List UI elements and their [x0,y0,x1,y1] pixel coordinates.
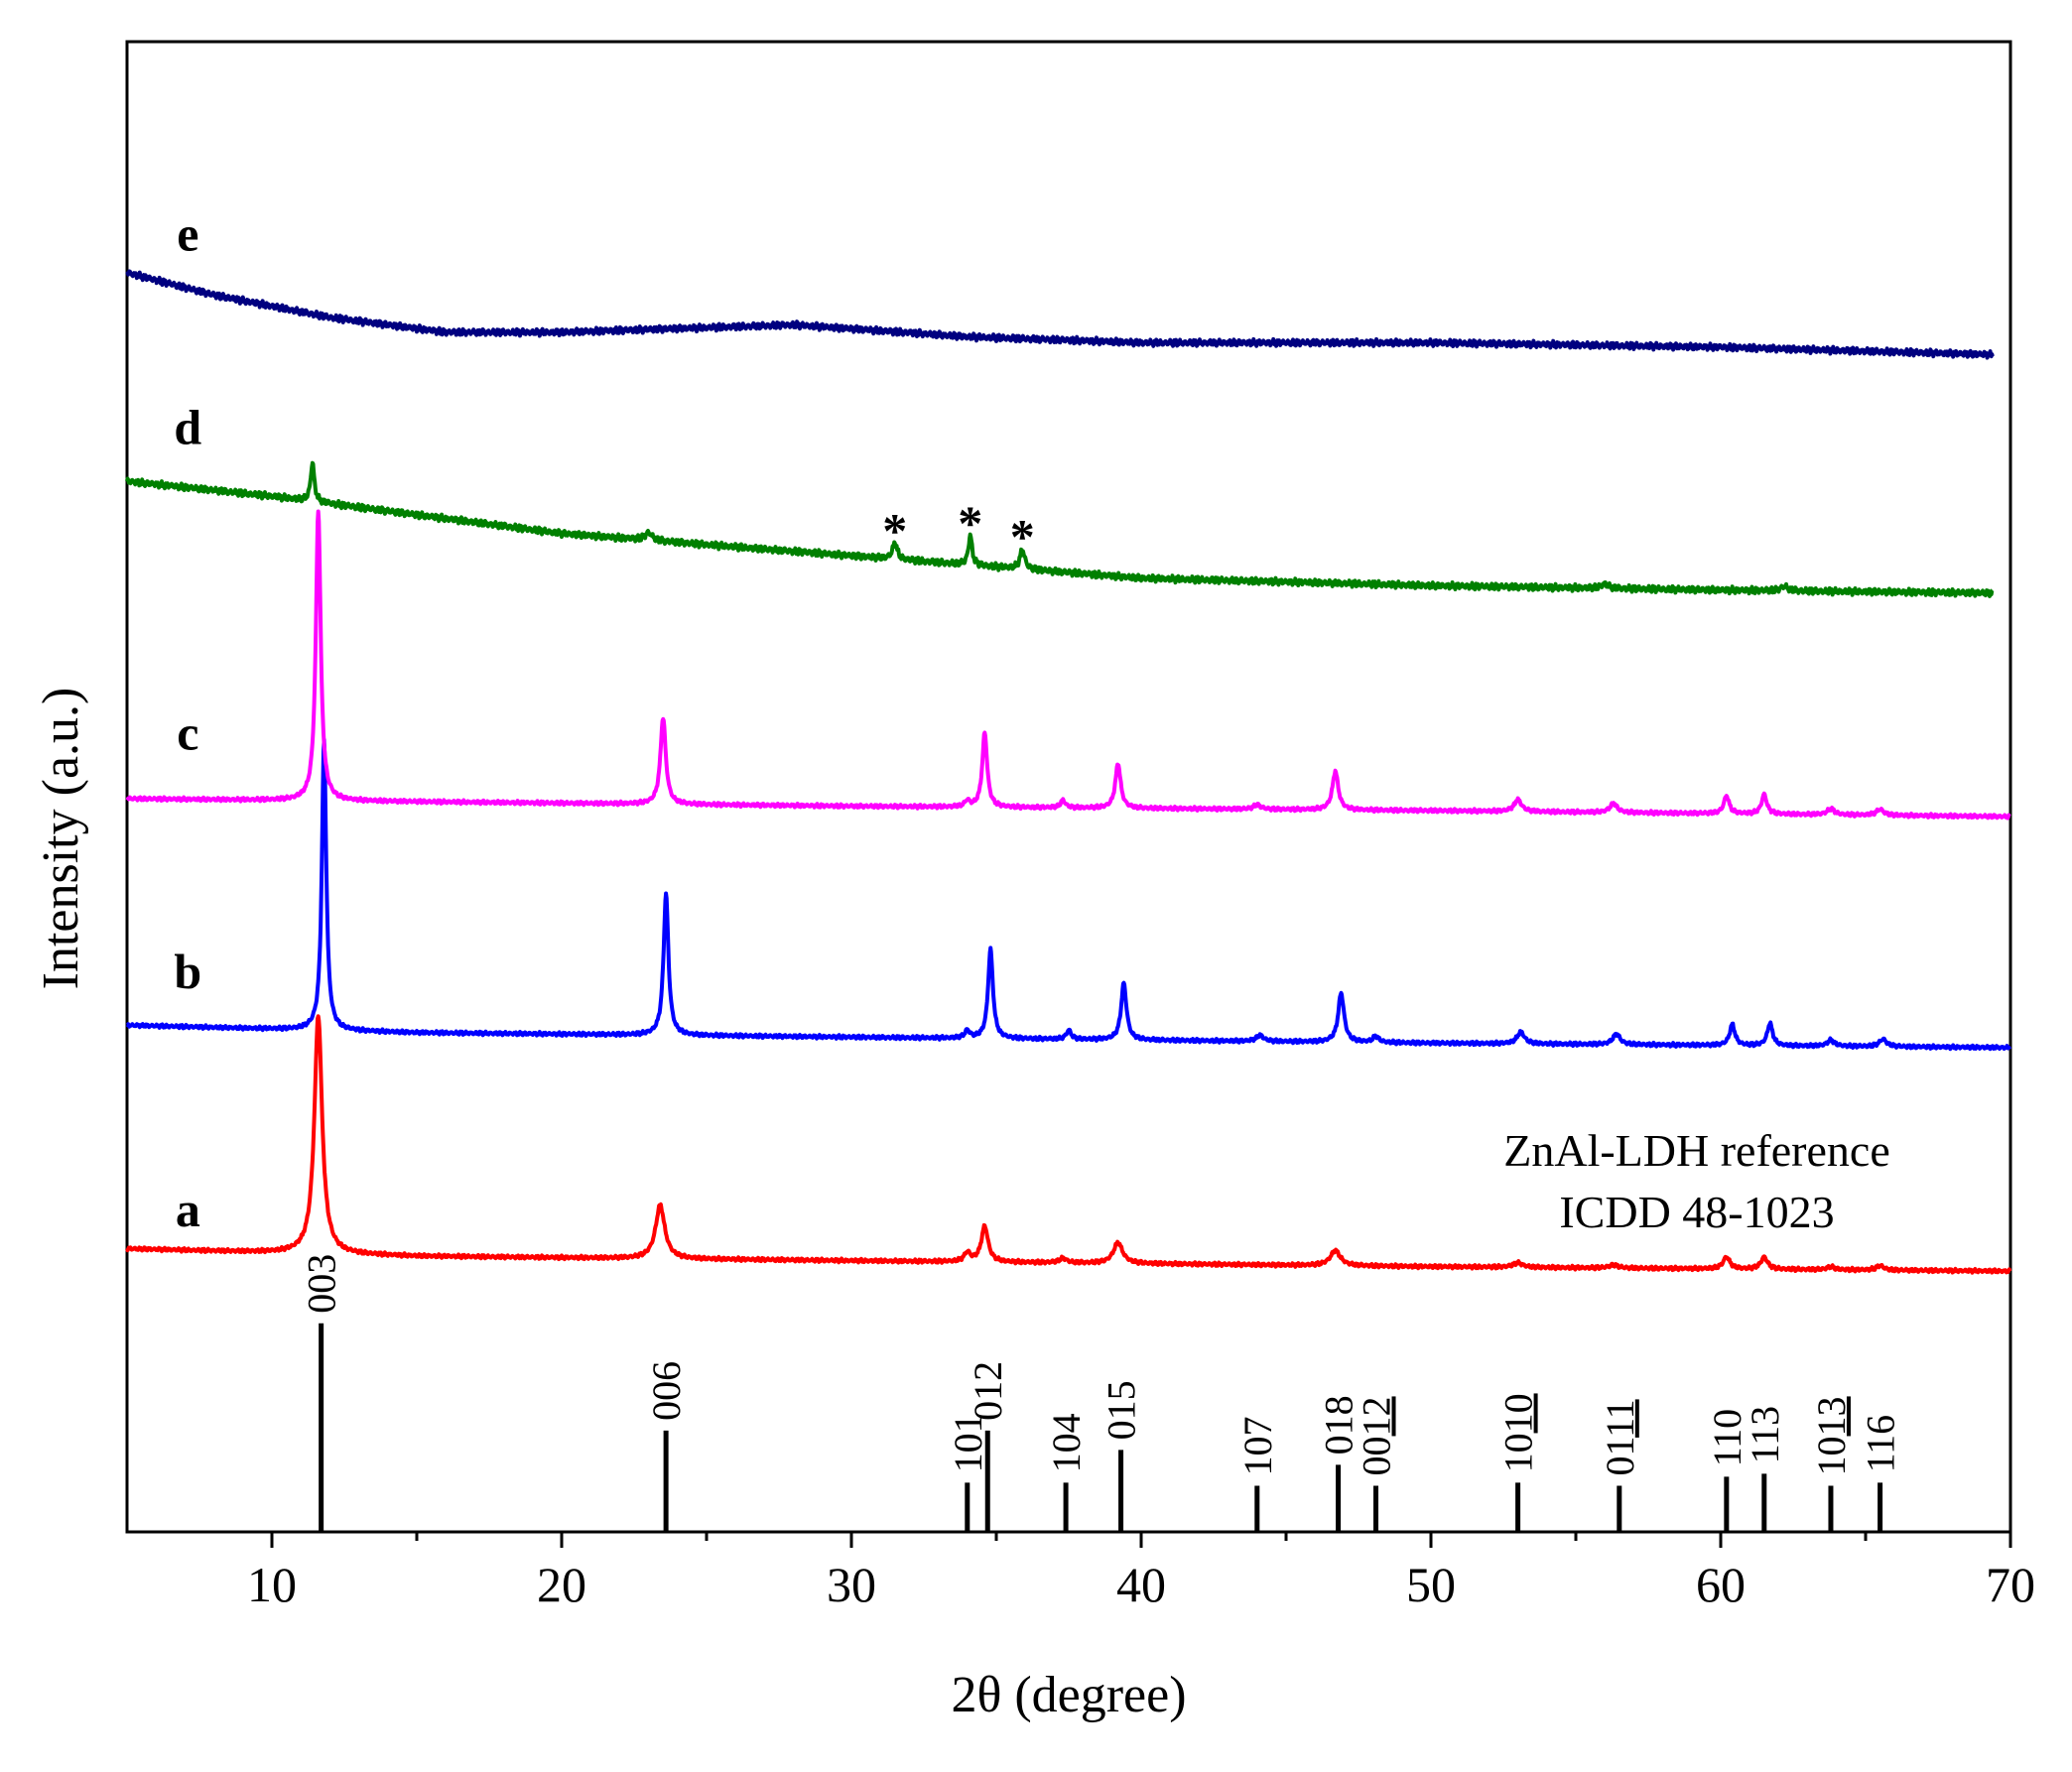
peak-annotations: * * * [882,495,1034,565]
series-c-label: c [177,704,198,760]
series-a-line [125,1014,2012,1275]
reference-label-006: 006 [644,1361,689,1421]
y-axis-title: Intensity (a.u.) [33,688,89,990]
reference-label-index: 10 [1809,1436,1854,1475]
x-tick-label: 10 [247,1557,297,1612]
reference-label-1010: 1010 [1496,1393,1541,1472]
reference-label-0111: 0111 [1598,1399,1642,1475]
x-tick-label: 50 [1406,1557,1456,1612]
x-axis-title: 2θ (degree) [951,1667,1186,1723]
series-b-label: b [174,944,201,999]
series-b-line [125,737,2012,1052]
reference-label-underlined-index: 11 [1598,1399,1642,1438]
reference-title: ZnAl-LDH reference [1503,1125,1890,1176]
x-tick-label: 70 [1986,1557,2035,1612]
x-tick-label: 20 [537,1557,586,1612]
reference-label-110: 110 [1705,1409,1749,1467]
plot-frame [125,40,2012,1534]
peak-annotation: * [882,503,907,559]
reference-label-113: 113 [1743,1406,1787,1464]
xrd-series-group: a b c d e [125,205,2012,1275]
x-tick-label: 30 [827,1557,876,1612]
reference-label-underlined-index: 13 [1809,1396,1854,1436]
x-axis: 10 20 30 40 50 60 70 [247,1532,2035,1612]
x-tick-label: 40 [1116,1557,1166,1612]
reference-label-003: 003 [300,1254,344,1314]
series-c-line [125,509,2011,821]
series-e-label: e [177,205,198,261]
reference-label-104: 104 [1044,1413,1089,1472]
reference-label-underlined-index: 12 [1355,1396,1399,1436]
reference-label-107: 107 [1235,1416,1280,1475]
reference-label-1013: 1013 [1809,1396,1854,1475]
reference-label-101: 101 [946,1413,990,1472]
reference-label-012: 012 [966,1361,1010,1421]
reference-code: ICDD 48-1023 [1559,1187,1834,1237]
reference-label-015: 015 [1100,1380,1144,1440]
reference-label-index: 00 [1355,1436,1399,1475]
series-d-line [125,460,1995,598]
x-tick-label: 60 [1696,1557,1746,1612]
reference-label-index: 01 [1598,1438,1642,1476]
series-e-line [125,269,1995,360]
reference-label-underlined-index: 10 [1496,1393,1541,1433]
reference-label-index: 10 [1496,1433,1541,1472]
peak-annotation: * [958,495,982,551]
series-a-label: a [176,1182,200,1237]
reference-label-116: 116 [1859,1415,1903,1473]
reference-label-0012: 0012 [1355,1396,1399,1475]
reference-label-018: 018 [1317,1395,1361,1455]
series-d-label: d [174,400,201,455]
peak-annotation: * [1010,509,1035,565]
